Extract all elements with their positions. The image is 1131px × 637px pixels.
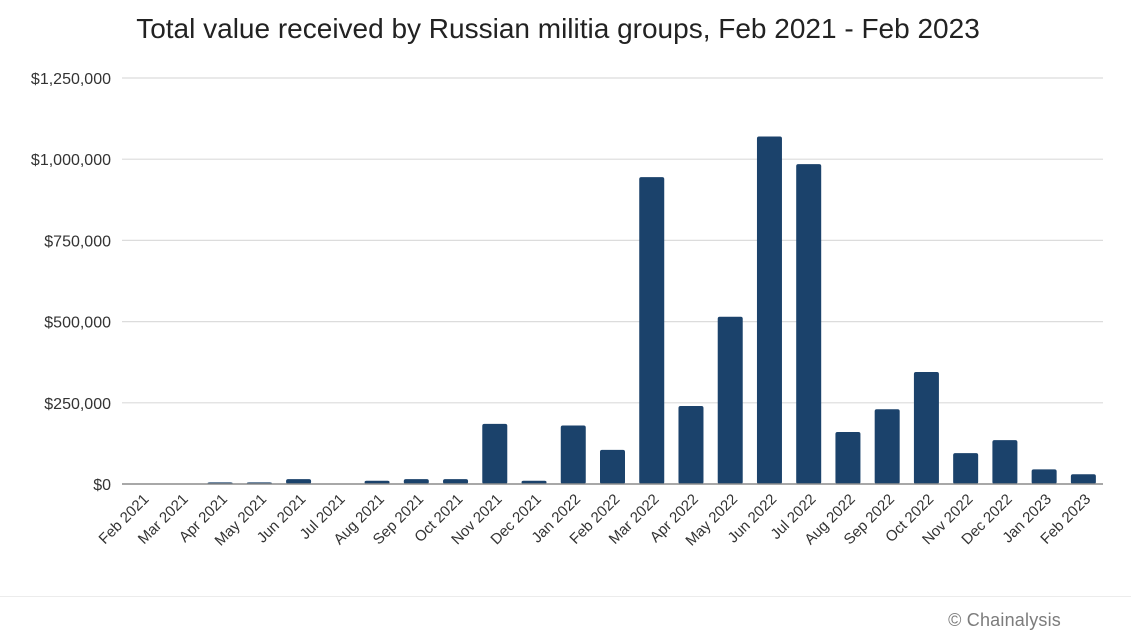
source-credit: © Chainalysis [948, 610, 1061, 630]
bar [1031, 469, 1057, 484]
chart-container: Total value received by Russian militia … [31, 13, 1103, 550]
bar [443, 479, 469, 484]
gridlines [122, 77, 1103, 404]
bar [992, 440, 1018, 484]
bar [717, 316, 743, 484]
y-tick-label: $750,000 [44, 233, 111, 250]
bar [600, 449, 625, 484]
bar [560, 425, 586, 484]
bar [364, 480, 390, 484]
bar [756, 136, 782, 485]
chart-title: Total value received by Russian militia … [136, 13, 980, 44]
y-tick-label: $250,000 [44, 396, 111, 413]
bar [796, 164, 822, 484]
bar [286, 479, 312, 484]
bar [482, 423, 508, 484]
bar [403, 479, 429, 484]
footer-divider [0, 596, 1131, 597]
bar-chart: Total value received by Russian militia … [31, 13, 1103, 550]
y-tick-label: $500,000 [44, 315, 111, 332]
bar [835, 432, 861, 484]
y-axis-tick-labels: $0 $250,000 $500,000 $750,000 $1,000,000 $1,2… [31, 71, 111, 494]
bar [953, 453, 979, 484]
bar [913, 371, 939, 484]
bar [1070, 474, 1096, 484]
bars [207, 136, 1096, 485]
bar [521, 480, 547, 484]
bar [639, 177, 665, 484]
y-tick-label: $1,000,000 [31, 152, 111, 169]
bar [678, 406, 704, 484]
y-tick-label: $0 [93, 477, 111, 494]
bar [874, 409, 900, 484]
y-tick-label: $1,250,000 [31, 71, 111, 88]
